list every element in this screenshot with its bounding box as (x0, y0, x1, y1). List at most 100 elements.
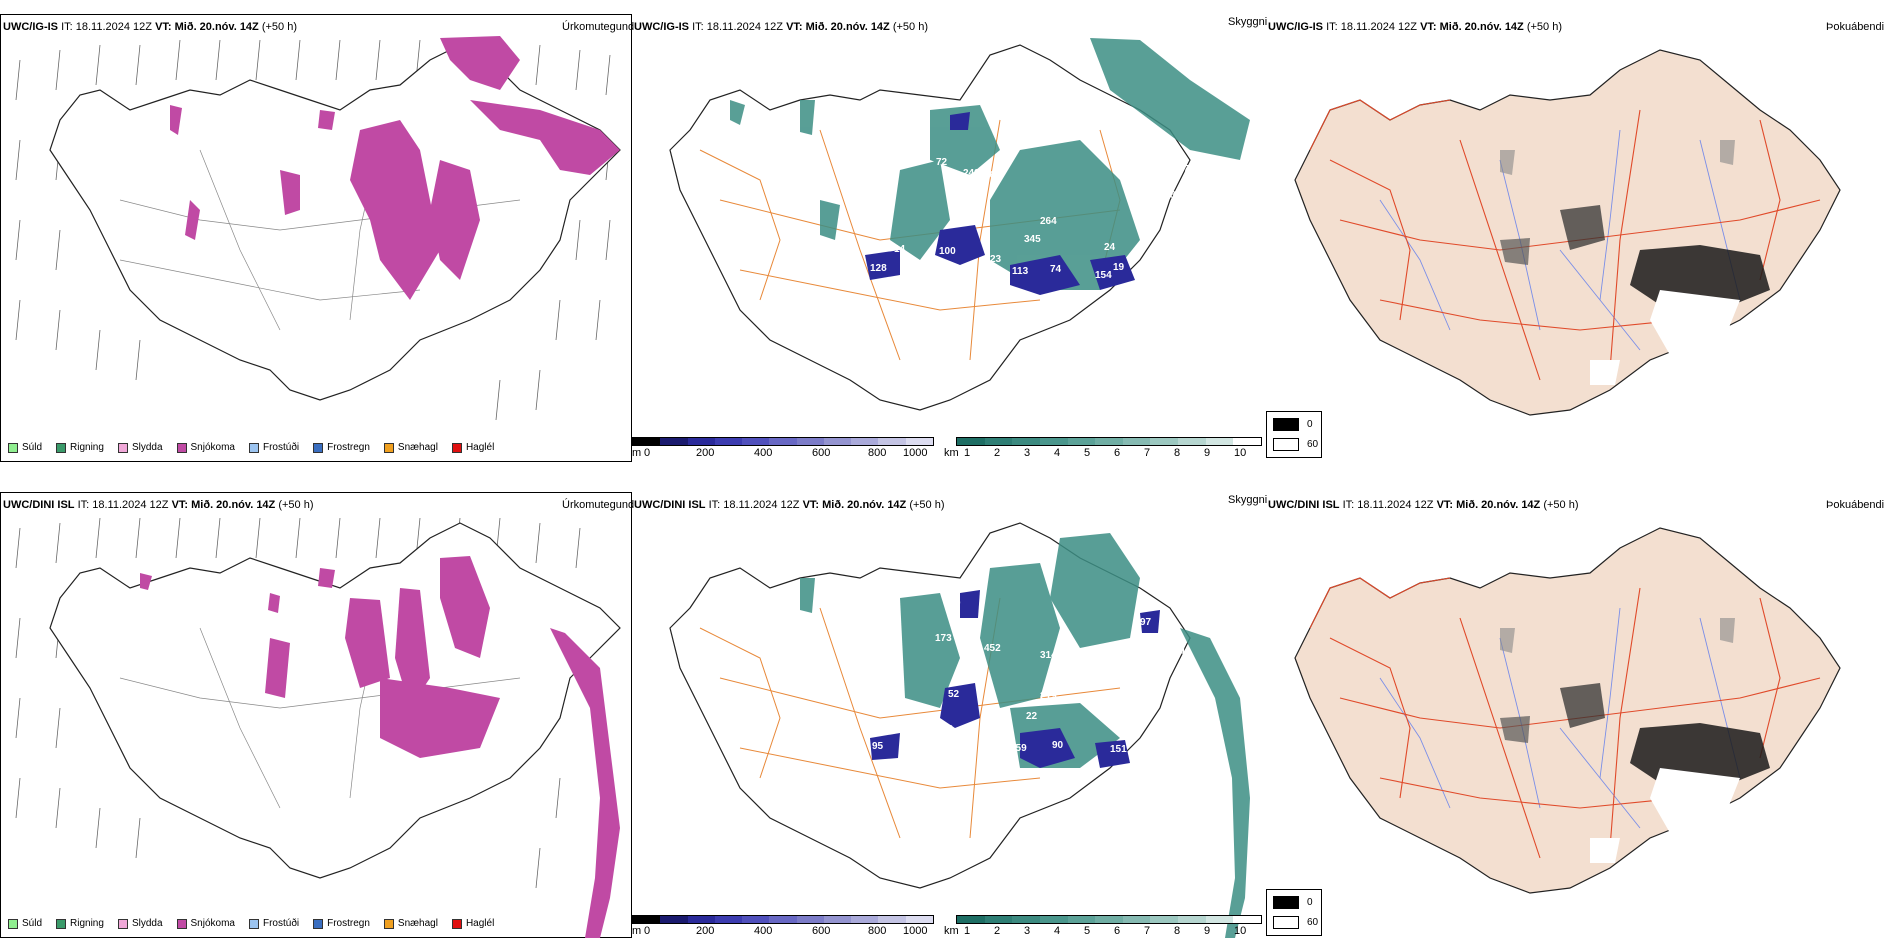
map-label: 219 (1040, 691, 1057, 702)
legend-label: Snjókoma (190, 918, 235, 929)
tick-label: 2 (994, 925, 1001, 937)
model-name: UWC/DINI ISL (3, 499, 75, 511)
legend-label: Frostregn (327, 918, 370, 929)
snow-areas (140, 556, 620, 938)
tick-label: 200 (696, 925, 715, 937)
model-name: UWC/DINI ISL (1268, 499, 1340, 511)
vt-value: Mið. 20.nóv. 14Z (805, 21, 890, 33)
it-value: 18.11.2024 12Z (706, 21, 783, 33)
roads-red (1309, 99, 1821, 381)
tick-label: 9 (1204, 447, 1211, 459)
legend-label: Snjókoma (190, 442, 235, 453)
tick-label: 3 (1024, 447, 1031, 459)
legend-label: Slydda (131, 918, 163, 929)
header-mid-1: UWC/IG-IS IT: 18.11.2024 12Z VT: Mið. 20… (634, 21, 928, 34)
it-value: 18.11.2024 12Z (92, 499, 169, 511)
fog-swatch-light (1273, 438, 1299, 451)
legend-swatch (313, 442, 324, 453)
legend-label: Frostregn (327, 442, 370, 453)
map-label: 154 (1095, 270, 1112, 281)
precip-type-panel-2 (0, 492, 632, 938)
tick-label: 600 (812, 447, 831, 459)
legend-swatch (451, 918, 462, 929)
fog-swatch-dark (1273, 418, 1299, 431)
vt-label: VT: (155, 21, 172, 33)
ceiling-scale-1 (632, 437, 934, 446)
tick-label: 7 (1144, 925, 1151, 937)
roads-orange (699, 597, 1121, 839)
fog-label: 60 (1307, 917, 1319, 928)
tick-label: 200 (696, 447, 715, 459)
visibility-map-2: 0 173 45 452 314 97 123 84 219 22 159 90… (669, 522, 1250, 938)
legend-item: Rigning (56, 442, 104, 453)
lead-time: (+50 h) (261, 21, 298, 33)
map-label: 45 (963, 643, 975, 654)
lead-time: (+50 h) (892, 21, 929, 33)
map-label: 74 (1050, 264, 1062, 275)
legend-swatch (117, 918, 128, 929)
lead-time: (+50 h) (1543, 499, 1579, 511)
header-right-1: UWC/IG-IS IT: 18.11.2024 12Z VT: Mið. 20… (1268, 21, 1562, 34)
precip-map-2 (15, 517, 621, 938)
vt-value: Mið. 20.nóv. 14Z (1439, 21, 1524, 33)
tick-label: 800 (868, 925, 887, 937)
legend-item: Súld (8, 918, 42, 929)
legend-item: Snæhagl (383, 918, 438, 929)
unit-label: m (632, 925, 642, 937)
vis-areas (730, 38, 1250, 290)
legend-swatch (248, 918, 259, 929)
tick-label: 3 (1024, 925, 1031, 937)
it-label: IT: (708, 499, 721, 511)
panel-title-left-2: Úrkomutegund (562, 499, 635, 511)
tick-label: 1 (964, 925, 971, 937)
legend-item: Snjókoma (176, 918, 235, 929)
map-label: 268 (984, 170, 1001, 181)
panel-title-mid-2: Skyggni (1228, 494, 1268, 506)
header-left-1: UWC/IG-IS IT: 18.11.2024 12Z VT: Mið. 20… (3, 21, 297, 34)
vt-value: Mið. 20.nóv. 14Z (822, 499, 907, 511)
map-label: 23 (990, 254, 1002, 265)
vt-label: VT: (802, 499, 820, 511)
vt-label: VT: (1420, 21, 1437, 33)
row-2: UWC/DINI ISL IT: 18.11.2024 12Z VT: Mið.… (0, 478, 1900, 948)
legend-item: Frostregn (313, 918, 370, 929)
unit-label: km (944, 925, 959, 937)
ceiling-areas (870, 590, 1160, 768)
vt-value: Mið. 20.nóv. 14Z (191, 499, 276, 511)
lead-time: (+50 h) (1526, 21, 1563, 33)
legend-swatch (383, 442, 394, 453)
legend-item: Haglél (451, 442, 494, 453)
map-label: 242 (963, 168, 980, 179)
map-label: 71 (987, 112, 999, 123)
map-label: 49 (996, 729, 1008, 740)
model-name: UWC/IG-IS (1268, 21, 1323, 33)
fog-areas (1500, 140, 1770, 385)
map-label: 95 (872, 741, 884, 752)
tick-label: 6 (1114, 447, 1121, 459)
legend-label: Rigning (70, 442, 104, 453)
map-label: 14 (894, 244, 906, 255)
vt-label: VT: (786, 21, 803, 33)
it-value: 18.11.2024 12Z (1340, 21, 1417, 33)
iceland-outline (49, 44, 621, 401)
model-name: UWC/IG-IS (634, 21, 689, 33)
vis-areas (800, 533, 1250, 938)
header-left-2: UWC/DINI ISL IT: 18.11.2024 12Z VT: Mið.… (3, 499, 314, 512)
tick-label: 7 (1144, 447, 1151, 459)
tick-label: 0 (644, 447, 651, 459)
tick-label: 0 (644, 925, 651, 937)
legend-swatch (176, 918, 187, 929)
map-label: 19 (1113, 262, 1125, 273)
fog-legend-1: 0 60 (1266, 411, 1322, 458)
vt-value: Mið. 20.nóv. 14Z (1456, 499, 1541, 511)
it-label: IT: (1326, 21, 1338, 33)
legend-item: Snæhagl (383, 442, 438, 453)
legend-item: Slydda (117, 442, 163, 453)
tick-label: 5 (1084, 447, 1091, 459)
legend-swatch (8, 918, 18, 929)
fog-map-2 (1294, 527, 1841, 894)
map-label: 93 (942, 724, 954, 735)
fog-label: 0 (1307, 897, 1313, 908)
legend-item: Súld (8, 442, 42, 453)
legend-item: Frostregn (313, 442, 370, 453)
